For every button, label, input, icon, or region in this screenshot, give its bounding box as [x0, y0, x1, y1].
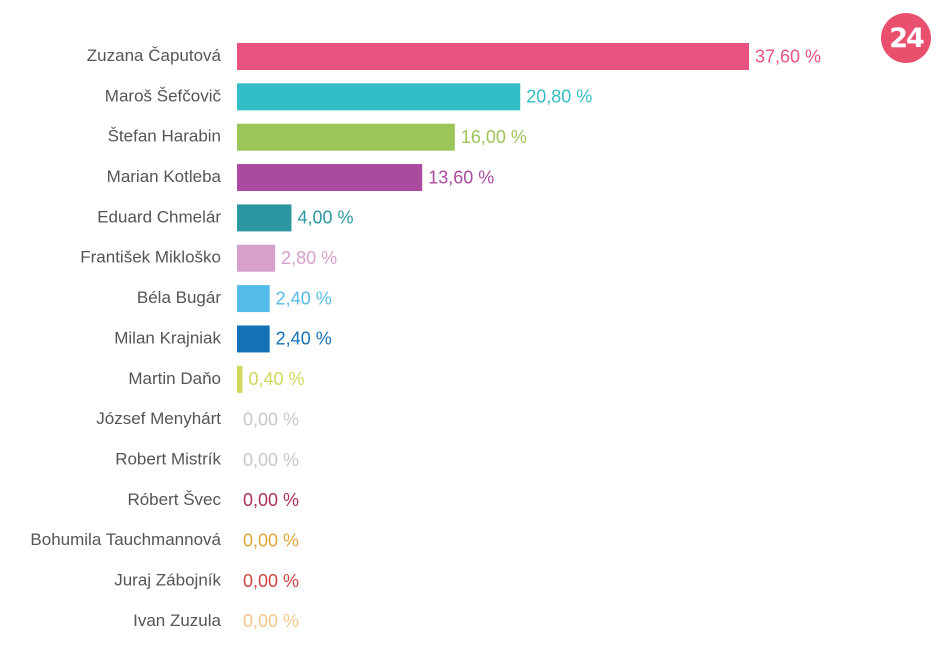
category-label: Štefan Harabin	[108, 127, 221, 146]
data-label: 0,00 %	[243, 611, 299, 631]
data-label: 2,40 %	[276, 288, 332, 308]
data-label: 0,00 %	[243, 530, 299, 550]
data-label: 2,40 %	[276, 329, 332, 349]
category-label: Juraj Zábojník	[114, 571, 221, 590]
bars	[237, 43, 749, 393]
category-label: Martin Daňo	[128, 369, 221, 388]
category-label: Robert Mistrík	[115, 449, 221, 468]
category-label: Bohumila Tauchmannová	[30, 530, 221, 549]
data-label: 0,40 %	[248, 369, 304, 389]
bar[interactable]	[237, 285, 270, 313]
data-label: 16,00 %	[461, 127, 527, 147]
category-label: Róbert Švec	[127, 490, 221, 509]
bar[interactable]	[237, 43, 749, 70]
category-label: Eduard Chmelár	[97, 207, 221, 226]
bar[interactable]	[237, 123, 455, 151]
data-label: 0,00 %	[243, 571, 299, 591]
data-label: 20,80 %	[526, 87, 592, 107]
data-label: 0,00 %	[243, 490, 299, 510]
category-label: József Menyhárt	[96, 409, 221, 428]
data-label: 0,00 %	[243, 450, 299, 470]
category-label: Milan Krajniak	[114, 328, 221, 347]
bar[interactable]	[237, 164, 423, 192]
data-label: 0,00 %	[243, 409, 299, 429]
data-label: 13,60 %	[428, 167, 494, 187]
category-label: Maroš Šefčovič	[105, 86, 222, 105]
data-label: 4,00 %	[297, 208, 353, 228]
value-labels: 37,60 % 20,80 % 16,00 % 13,60 % 4,00 % 2,80 %…	[243, 46, 821, 631]
bar[interactable]	[237, 83, 521, 111]
category-labels: Zuzana Čaputová Maroš Šefčovič Štefan Hara…	[30, 46, 221, 630]
bar[interactable]	[237, 325, 270, 353]
bar[interactable]	[237, 244, 276, 272]
bar[interactable]	[237, 204, 292, 232]
category-label: František Mikloško	[80, 248, 221, 267]
bar[interactable]	[237, 365, 243, 393]
data-label: 2,80 %	[281, 248, 337, 268]
data-label: 37,60 %	[755, 46, 821, 66]
category-label: Marian Kotleba	[107, 167, 222, 186]
category-label: Béla Bugár	[137, 288, 221, 307]
category-label: Zuzana Čaputová	[87, 46, 222, 65]
category-label: Ivan Zuzula	[133, 611, 221, 630]
site-logo[interactable]: 24	[881, 13, 931, 63]
